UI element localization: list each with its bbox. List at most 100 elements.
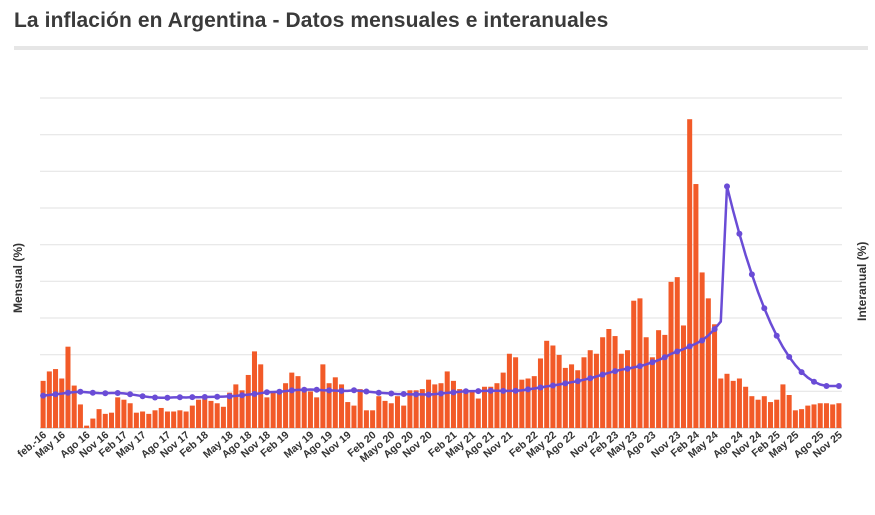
bar-monthly xyxy=(208,400,214,428)
point-interanual xyxy=(612,368,619,375)
bar-monthly xyxy=(780,384,786,428)
bar-monthly xyxy=(370,410,376,428)
bar-monthly xyxy=(450,380,456,428)
bar-monthly xyxy=(264,397,270,428)
bar-monthly xyxy=(407,390,413,428)
bar-monthly xyxy=(382,400,388,428)
point-interanual xyxy=(599,371,606,378)
bar-monthly xyxy=(755,399,761,428)
bar-monthly xyxy=(761,396,767,428)
point-interanual xyxy=(811,378,817,385)
bar-monthly xyxy=(121,399,127,428)
point-interanual xyxy=(475,388,482,395)
bar-monthly xyxy=(96,409,102,428)
bar-monthly xyxy=(46,371,52,428)
bar-monthly xyxy=(649,357,655,428)
bar-monthly xyxy=(705,298,711,428)
bar-monthly xyxy=(152,410,158,428)
bar-monthly xyxy=(301,387,307,428)
bar-monthly xyxy=(625,350,631,428)
point-interanual xyxy=(363,388,370,395)
bar-monthly xyxy=(164,411,170,428)
bar-monthly xyxy=(494,383,500,428)
point-interanual xyxy=(661,354,668,361)
bar-monthly xyxy=(351,405,357,428)
bar-monthly xyxy=(307,391,313,428)
bar-monthly xyxy=(295,376,301,428)
bar-monthly xyxy=(59,378,65,428)
point-interanual xyxy=(52,391,59,398)
bar-monthly xyxy=(786,395,792,428)
bar-monthly xyxy=(84,425,90,428)
point-interanual xyxy=(500,387,507,394)
bar-monthly xyxy=(612,336,618,428)
bar-monthly xyxy=(233,384,239,428)
point-interanual xyxy=(89,389,96,396)
bar-monthly xyxy=(258,364,264,428)
bar-monthly xyxy=(693,184,699,428)
point-interanual xyxy=(164,394,171,401)
point-interanual xyxy=(413,391,420,398)
bar-monthly xyxy=(743,386,749,428)
bar-monthly xyxy=(768,402,774,428)
bar-monthly xyxy=(444,371,450,428)
point-interanual xyxy=(773,332,780,339)
bar-monthly xyxy=(525,378,531,428)
bar-monthly xyxy=(730,380,736,428)
point-interanual xyxy=(587,375,594,382)
point-interanual xyxy=(139,393,146,400)
bar-monthly xyxy=(127,403,133,428)
monthly-bars xyxy=(40,119,842,429)
bar-monthly xyxy=(811,404,817,428)
bar-monthly xyxy=(158,407,164,428)
bar-monthly xyxy=(251,351,257,428)
bar-monthly xyxy=(836,403,842,428)
bar-monthly xyxy=(712,324,718,428)
bar-monthly xyxy=(289,372,295,428)
bar-monthly xyxy=(792,410,798,428)
bar-monthly xyxy=(314,397,320,428)
bar-monthly xyxy=(531,376,537,428)
point-interanual xyxy=(127,391,134,398)
bar-monthly xyxy=(214,403,220,428)
bar-monthly xyxy=(631,300,637,428)
point-interanual xyxy=(251,391,258,397)
bar-monthly xyxy=(388,403,394,428)
point-interanual xyxy=(686,343,693,350)
bar-monthly xyxy=(90,418,96,428)
bar-monthly xyxy=(618,353,624,428)
point-interanual xyxy=(313,386,320,393)
point-interanual xyxy=(338,387,345,394)
title-divider xyxy=(14,46,868,50)
point-interanual xyxy=(438,390,444,397)
point-interanual xyxy=(239,392,246,399)
bar-monthly xyxy=(463,392,469,428)
point-interanual xyxy=(176,394,183,401)
bar-monthly xyxy=(488,386,494,428)
point-interanual xyxy=(562,380,569,387)
point-interanual xyxy=(77,388,84,395)
bar-monthly xyxy=(823,403,829,428)
bar-monthly xyxy=(475,398,481,428)
point-interanual xyxy=(736,230,743,237)
point-interanual xyxy=(189,394,196,401)
point-interanual xyxy=(450,389,457,396)
bar-monthly xyxy=(556,354,562,428)
bar-monthly xyxy=(606,329,612,428)
bar-monthly xyxy=(401,405,407,428)
point-interanual xyxy=(276,388,283,395)
annual-line xyxy=(40,183,842,401)
bar-monthly xyxy=(413,390,419,428)
point-interanual xyxy=(649,359,656,366)
bar-monthly xyxy=(245,374,251,428)
bar-monthly xyxy=(376,396,382,428)
bar-monthly xyxy=(183,411,189,428)
bar-monthly xyxy=(357,389,363,428)
bar-monthly xyxy=(724,373,730,428)
point-interanual xyxy=(761,305,768,312)
point-interanual xyxy=(425,391,432,398)
bar-monthly xyxy=(432,384,438,428)
point-interanual xyxy=(375,389,382,396)
bar-monthly xyxy=(569,364,575,428)
